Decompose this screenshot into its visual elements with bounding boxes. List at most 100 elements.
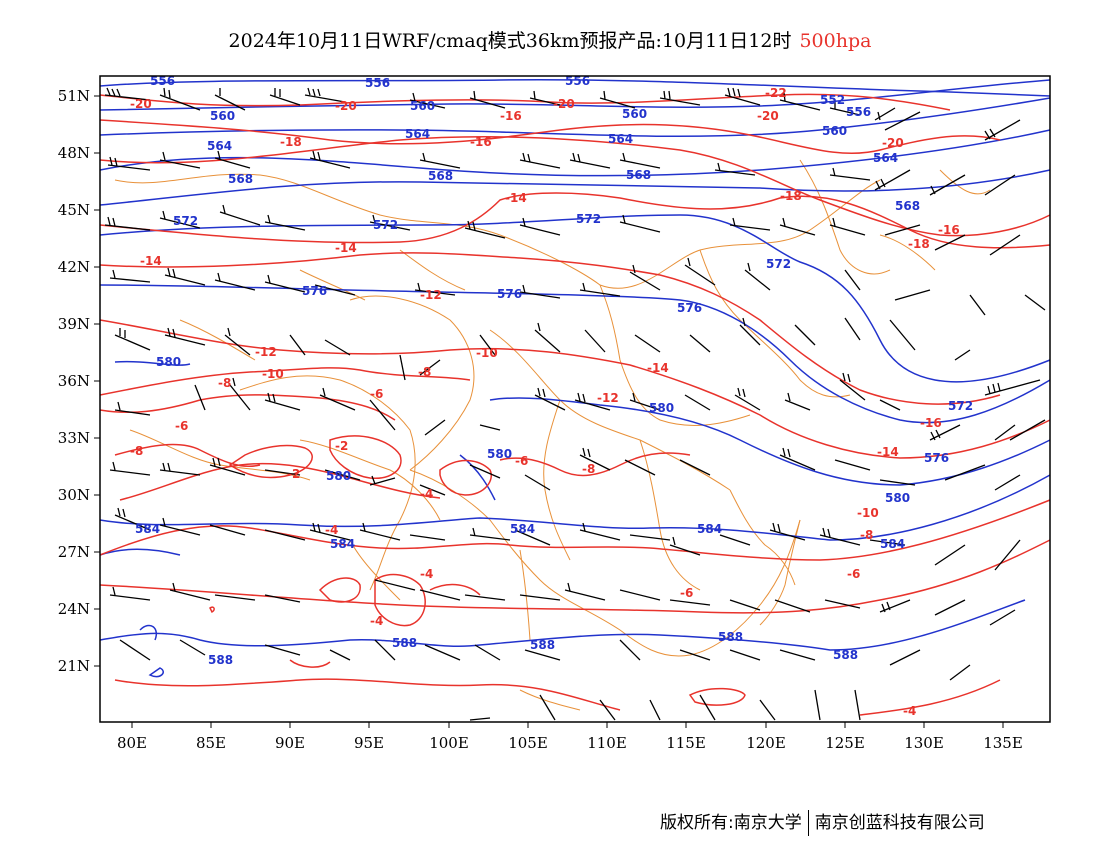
contour-label: 580: [156, 355, 181, 369]
contour-label: -16: [470, 135, 492, 149]
lat-label: 33N: [58, 429, 90, 447]
lon-label: 130E: [904, 734, 944, 752]
contour-label: 580: [649, 401, 674, 415]
lon-label: 105E: [508, 734, 548, 752]
contour-label: -14: [505, 191, 527, 205]
plot-frame: [99, 75, 1051, 723]
contour-label: 588: [208, 653, 233, 667]
contour-label: 572: [173, 214, 198, 228]
map-title: 2024年10月11日WRF/cmaq模式36km预报产品:10月11日12时 5…: [0, 26, 1100, 53]
lat-label: 45N: [58, 201, 90, 219]
contour-label: 572: [766, 257, 791, 271]
title-main: 2024年10月11日WRF/cmaq模式36km预报产品:10月11日12时: [228, 30, 792, 52]
contour-label: 588: [530, 638, 555, 652]
temperature-labels: -20 -20 -20 -16 -16 -18 -14 -14 -14 -12 …: [130, 86, 960, 718]
lat-label: 42N: [58, 258, 90, 276]
contour-label: 580: [885, 491, 910, 505]
lat-label: 48N: [58, 144, 90, 162]
contour-label: 584: [880, 537, 905, 551]
lat-label: 36N: [58, 372, 90, 390]
contour-label: 568: [626, 168, 651, 182]
contour-label: -12: [255, 345, 277, 359]
lon-label: 125E: [825, 734, 865, 752]
contour-label: -22: [765, 86, 787, 100]
contour-label: 564: [873, 151, 898, 165]
lat-label: 24N: [58, 600, 90, 618]
wind-barbs: [104, 87, 1046, 721]
contour-label: -14: [335, 241, 357, 255]
contour-label: 568: [428, 169, 453, 183]
lat-label: 30N: [58, 486, 90, 504]
contour-label: -18: [908, 237, 930, 251]
copyright-text: 版权所有:南京大学: [660, 813, 802, 833]
contour-label: 564: [207, 139, 232, 153]
temperature-contours: [99, 93, 1051, 716]
lat-label: 27N: [58, 543, 90, 561]
contour-label: 576: [302, 284, 327, 298]
longitude-axis: 80E 85E 90E 95E 100E 105E 110E 115E 120E…: [117, 722, 1023, 752]
contour-label: 584: [330, 537, 355, 551]
contour-label: -16: [500, 109, 522, 123]
company-name: 南京创蓝科技有限公司: [814, 813, 985, 833]
contour-label: -12: [420, 288, 442, 302]
contour-label: 588: [833, 648, 858, 662]
contour-label: 568: [895, 199, 920, 213]
contour-label: -20: [757, 109, 779, 123]
contour-label: -2: [287, 467, 300, 481]
latitude-axis: 51N 48N 45N 42N 39N 36N 33N 30N 27N 24N …: [58, 87, 100, 675]
contour-label: -10: [857, 506, 879, 520]
contour-label: -4: [370, 614, 383, 628]
lon-label: 95E: [354, 734, 384, 752]
contour-label: 556: [150, 74, 175, 88]
contour-label: 560: [210, 109, 235, 123]
footer-credits: 版权所有:南京大学 南京创蓝科技有限公司: [660, 808, 985, 836]
contour-label: 576: [677, 301, 702, 315]
contour-label: 556: [565, 74, 590, 88]
contour-label: -6: [370, 387, 383, 401]
contour-label: 572: [948, 399, 973, 413]
contour-label: -4: [420, 567, 433, 581]
contour-label: -4: [420, 487, 433, 501]
lon-label: 85E: [196, 734, 226, 752]
contour-label: -4: [903, 704, 916, 718]
contour-label: 556: [365, 76, 390, 90]
contour-label: 584: [510, 522, 535, 536]
title-level: 500hpa: [799, 30, 872, 52]
contour-label: -2: [335, 439, 348, 453]
lon-label: 115E: [666, 734, 706, 752]
contour-label: 572: [576, 212, 601, 226]
contour-label: -20: [335, 99, 357, 113]
contour-label: -16: [920, 416, 942, 430]
contour-label: -18: [280, 135, 302, 149]
contour-label: -8: [130, 444, 143, 458]
contour-label: 564: [608, 132, 633, 146]
contour-label: 560: [410, 99, 435, 113]
contour-label: -6: [847, 567, 860, 581]
contour-label: -8: [582, 462, 595, 476]
contour-label: 556: [846, 105, 871, 119]
contour-label: -16: [938, 223, 960, 237]
contour-label: -20: [130, 97, 152, 111]
contour-label: -6: [515, 454, 528, 468]
contour-label: -10: [476, 346, 498, 360]
contour-label: -12: [597, 391, 619, 405]
contour-label: 576: [924, 451, 949, 465]
contour-label: 588: [718, 630, 743, 644]
contour-label: -14: [647, 361, 669, 375]
contour-label: -14: [877, 445, 899, 459]
contour-label: 584: [697, 522, 722, 536]
lon-label: 135E: [983, 734, 1023, 752]
contour-label: -20: [553, 97, 575, 111]
lat-label: 39N: [58, 315, 90, 333]
contour-label: -14: [140, 254, 162, 268]
contour-label: 564: [405, 127, 430, 141]
contour-label: 576: [497, 287, 522, 301]
contour-label: 552: [820, 93, 845, 107]
contour-label: 580: [326, 469, 351, 483]
contour-label: -8: [418, 365, 431, 379]
lat-label: 51N: [58, 87, 90, 105]
contour-label: 572: [373, 218, 398, 232]
contour-label: 580: [487, 447, 512, 461]
contour-label: 588: [392, 636, 417, 650]
